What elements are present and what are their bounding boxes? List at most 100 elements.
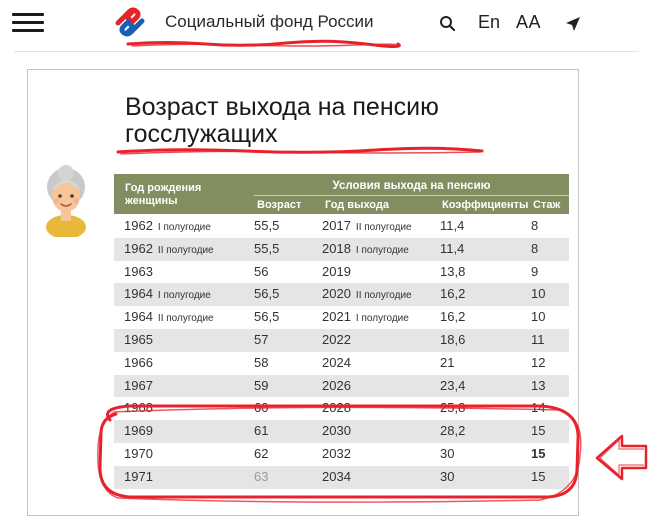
column-header-exit-year: Год выхода [325,199,389,211]
cell-birth-year: 1963 [124,263,153,279]
cell-exit-year: 2017 II полугодие [322,218,412,233]
cell-exit-year: 2028 [322,400,351,416]
site-header: Социальный фонд России En AA [0,0,653,50]
pension-slide: Возраст выхода на пенсию госслужащих Год… [27,69,579,516]
cell-age: 56,5 [254,309,280,325]
cell-experience: 9 [531,263,539,279]
table-row: 1968 60 2028 25,8 14 [114,397,569,420]
cell-birth-year: 1969 [124,423,153,439]
cell-age: 55,5 [254,218,280,233]
cell-coefficient: 16,2 [440,286,466,302]
cell-birth-year: 1965 [124,331,153,347]
cell-age: 55,5 [254,240,280,256]
cell-exit-year: 2030 [322,423,351,439]
cell-exit-year: 2026 [322,377,351,393]
sfr-logo-icon[interactable] [112,4,148,40]
cell-age: 61 [254,423,269,439]
cell-coefficient: 11,4 [440,218,465,233]
cell-birth-year: 1971 [124,468,153,484]
cell-birth-year: 1967 [124,377,153,393]
cell-exit-year: 2024 [322,354,351,370]
cell-experience: 14 [531,400,546,416]
cell-age: 58 [254,354,269,370]
cell-exit-year: 2034 [322,468,351,484]
table-row: 1969 61 2030 28,2 15 [114,420,569,443]
column-header-birth-year: Год рождения женщины [125,182,201,208]
table-row: 1971 63 2034 30 15 [114,465,569,489]
cell-birth-year: 1964 II полугодие [124,309,214,325]
slide-title: Возраст выхода на пенсию госслужащих [125,94,439,148]
table-row: 1967 59 2026 23,4 13 [114,374,569,398]
column-header-experience: Стаж [533,199,561,211]
cell-coefficient: 25,8 [440,400,466,416]
header-divider [14,51,639,52]
cell-experience: 12 [531,354,546,370]
half-year-label: I полугодие [157,290,211,302]
cell-age: 56,5 [254,286,280,302]
cell-exit-year: 2021 I полугодие [322,309,409,325]
half-year-label: II полугодие [157,244,214,256]
cell-experience: 13 [531,377,546,393]
cell-exit-year: 2032 [322,445,351,461]
slide-title-line2: госслужащих [125,120,278,148]
cell-experience: 8 [531,218,539,233]
cell-exit-year: 2018 I полугодие [322,240,409,256]
cell-age: 62 [254,445,269,461]
search-icon[interactable] [438,14,458,34]
cell-experience: 11 [531,331,545,347]
cell-exit-year: 2022 [322,331,351,347]
table-row: 1964 I полугодие 56,5 2020 II полугодие 16… [114,283,569,307]
table-body: 1962 I полугодие 55,5 2017 II полугодие 11… [114,215,569,489]
table-row: 1965 57 2022 18,6 11 [114,328,569,352]
table-row: 1966 58 2024 21 12 [114,352,569,375]
cell-birth-year: 1962 II полугодие [124,240,214,256]
cell-experience: 15 [531,445,546,461]
half-year-label: II полугодие [355,290,412,302]
org-name[interactable]: Социальный фонд России [165,12,374,31]
half-year-label: I полугодие [157,222,211,233]
cell-age: 57 [254,331,269,347]
cell-age: 60 [254,400,269,416]
red-arrow-annotation [595,434,648,481]
half-year-label: I полугодие [355,313,409,325]
slide-title-line1: Возраст выхода на пенсию [125,93,439,121]
font-size-button[interactable]: AA [516,12,542,32]
cell-coefficient: 21 [440,354,455,370]
cell-birth-year: 1962 I полугодие [124,218,211,233]
hamburger-menu-icon[interactable] [12,13,44,33]
cell-age: 63 [254,468,269,484]
cell-birth-year: 1968 [124,400,153,416]
half-year-label: I полугодие [355,244,409,256]
table-row: 1970 62 2032 30 15 [114,443,569,466]
cell-experience: 10 [531,309,546,325]
cell-experience: 15 [531,468,546,484]
cell-coefficient: 11,4 [440,240,465,256]
cell-exit-year: 2019 [322,263,351,279]
language-switch-button[interactable]: En [478,12,501,32]
cell-experience: 8 [531,240,539,256]
table-header: Год рождения женщины Условия выхода на п… [114,174,569,214]
cell-age: 56 [254,263,269,279]
cell-age: 59 [254,377,269,393]
table-row: 1963 56 2019 13,8 9 [114,261,569,284]
elderly-woman-avatar-icon [46,165,86,237]
column-header-coefficients: Коэффициенты [442,199,529,211]
cell-coefficient: 18,6 [440,331,466,347]
red-underline-annotation [126,39,401,48]
half-year-label: II полугодие [157,313,214,325]
location-arrow-icon[interactable] [563,14,583,34]
half-year-label: II полугодие [355,222,412,233]
header-separator [254,195,569,196]
cell-birth-year: 1964 I полугодие [124,286,211,302]
column-header-birth-year-line2: женщины [125,195,178,207]
cell-coefficient: 23,4 [440,377,466,393]
column-group-header: Условия выхода на пенсию [332,180,491,192]
table-row: 1964 II полугодие 56,5 2021 I полугодие 16… [114,306,569,329]
cell-birth-year: 1966 [124,354,153,370]
column-header-age: Возраст [257,199,302,211]
table-row: 1962 II полугодие 55,5 2018 I полугодие 11… [114,237,569,261]
cell-experience: 15 [531,423,546,439]
cell-experience: 10 [531,286,546,302]
cell-coefficient: 16,2 [440,309,466,325]
cell-coefficient: 30 [440,445,455,461]
